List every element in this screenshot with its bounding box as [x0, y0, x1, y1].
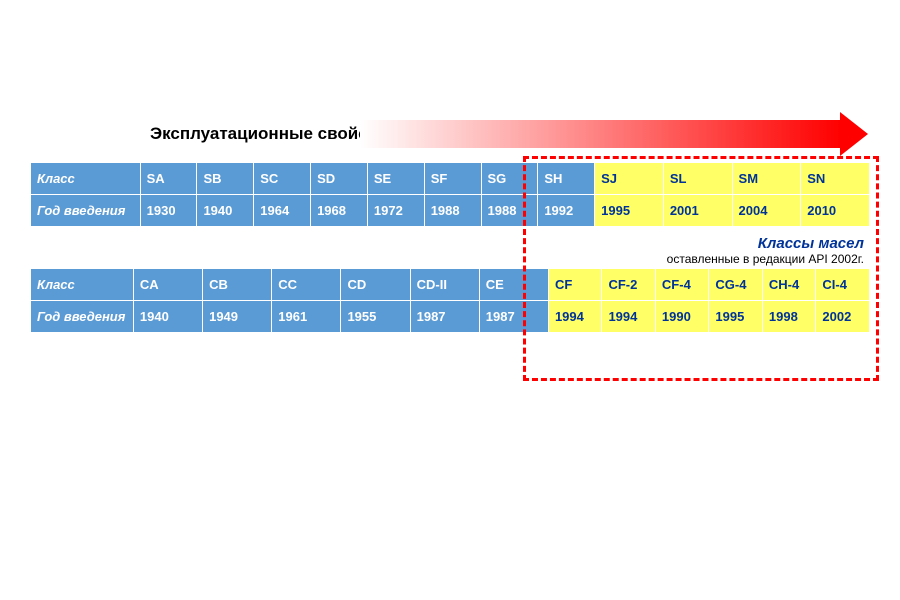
table-cell: CD-II — [410, 269, 479, 301]
table-cell: Класс — [31, 269, 134, 301]
table-cell: CF-2 — [602, 269, 655, 301]
table-cell: SN — [801, 163, 870, 195]
table-cell: 2010 — [801, 195, 870, 227]
table-cell: 1998 — [762, 301, 815, 333]
table-cell: 1988 — [424, 195, 481, 227]
table-cell: SA — [140, 163, 197, 195]
table-cell: 1988 — [481, 195, 538, 227]
header-left-label: Эксплуатационные свойства — [150, 124, 396, 144]
table-cell: 1990 — [655, 301, 708, 333]
table-cell: SC — [254, 163, 311, 195]
table-cell: SF — [424, 163, 481, 195]
table-cell: CH-4 — [762, 269, 815, 301]
table-cell: 1964 — [254, 195, 311, 227]
table-cell: 1994 — [602, 301, 655, 333]
middle-subtitle: оставленные в редакции API 2002г. — [30, 252, 864, 266]
table-cell: Год введения — [31, 195, 141, 227]
table-cell: 2002 — [816, 301, 870, 333]
table-cell: SB — [197, 163, 254, 195]
table-cell: CE — [479, 269, 548, 301]
table-cell: CB — [203, 269, 272, 301]
table-cell: 1994 — [548, 301, 601, 333]
table-cell: 1987 — [410, 301, 479, 333]
table-cell: 1995 — [709, 301, 762, 333]
table-cell: SD — [311, 163, 368, 195]
table-cell: SL — [663, 163, 732, 195]
table-cell: CF — [548, 269, 601, 301]
table-cell: 1955 — [341, 301, 410, 333]
header-arrow-row: Эксплуатационные свойства улучшение — [30, 120, 870, 156]
table-cell: Год введения — [31, 301, 134, 333]
table-cell: 1940 — [197, 195, 254, 227]
table-cell: 1940 — [133, 301, 202, 333]
table-cell: CI-4 — [816, 269, 870, 301]
table-cell: CC — [272, 269, 341, 301]
table-cell: 1961 — [272, 301, 341, 333]
table-diesel-classes: КлассCACBCCCDCD-IICECFCF-2CF-4CG-4CH-4CI… — [30, 268, 870, 333]
table-cell: SE — [367, 163, 424, 195]
table-cell: CG-4 — [709, 269, 762, 301]
table-cell: CF-4 — [655, 269, 708, 301]
table-cell: SJ — [595, 163, 664, 195]
table-cell: 2004 — [732, 195, 801, 227]
table-cell: 1949 — [203, 301, 272, 333]
table-cell: 1992 — [538, 195, 595, 227]
table-cell: 1930 — [140, 195, 197, 227]
table-cell: 1995 — [595, 195, 664, 227]
middle-title: Классы масел — [30, 235, 864, 252]
table-cell: SG — [481, 163, 538, 195]
table-cell: 2001 — [663, 195, 732, 227]
table-cell: Класс — [31, 163, 141, 195]
table-cell: 1987 — [479, 301, 548, 333]
table-cell: 1972 — [367, 195, 424, 227]
middle-caption: Классы масел оставленные в редакции API … — [30, 235, 864, 266]
table-cell: SM — [732, 163, 801, 195]
table-cell: 1968 — [311, 195, 368, 227]
table-cell: CD — [341, 269, 410, 301]
table-cell: CA — [133, 269, 202, 301]
table-cell: SH — [538, 163, 595, 195]
table-gasoline-classes: КлассSASBSCSDSESFSGSHSJSLSMSN Год введени… — [30, 162, 870, 227]
